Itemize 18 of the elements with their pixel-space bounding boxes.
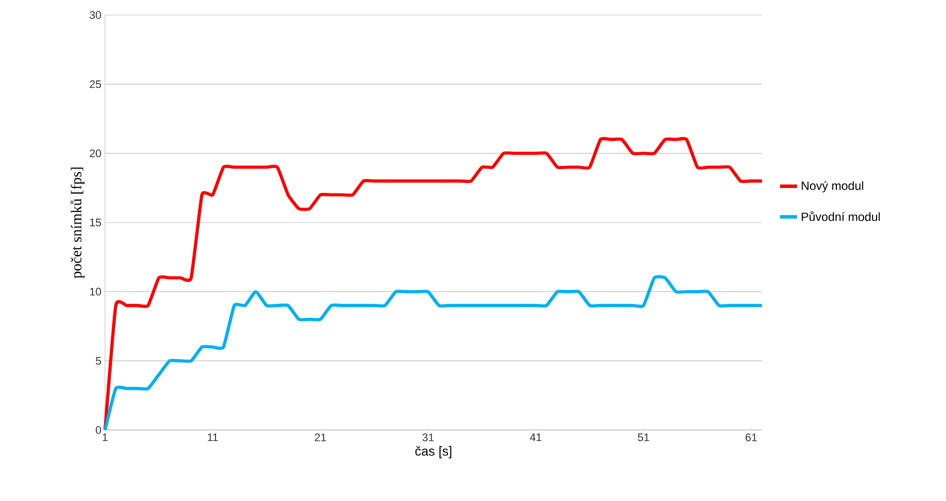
x-tick-label: 21 [314,434,326,442]
x-tick-label: 41 [530,434,542,442]
y-tick-label: 30 [90,11,102,19]
x-tick-label: 11 [208,434,218,442]
y-tick-label: 15 [90,218,102,226]
y-tick-label: 5 [96,357,102,365]
y-axis-title: počet snímků [fps] [70,168,84,278]
legend-label: Nový modul [802,181,864,192]
y-tick-label: 25 [90,80,102,88]
x-tick-label: 51 [638,434,650,442]
x-tick-label: 1 [102,434,108,442]
y-tick-label: 20 [90,149,102,158]
legend-label: Původní modul [802,211,880,222]
y-tick-label: 0 [96,426,102,434]
x-axis-title: čas [s] [415,446,452,458]
y-tick-label: 10 [90,288,102,296]
x-tick-label: 31 [422,434,434,442]
x-tick-label: 61 [746,434,757,442]
